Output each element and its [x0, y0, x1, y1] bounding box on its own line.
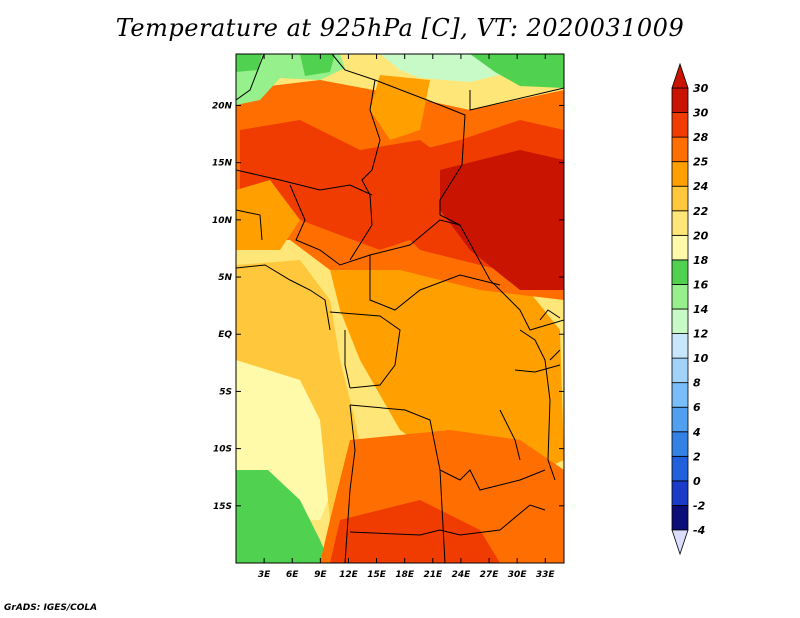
longitude-axis: 3E 6E 9E 12E 15E 18E 21E 24E 27E 30E 33E — [258, 54, 556, 580]
grads-credit: GrADS: IGES/COLA — [4, 603, 98, 613]
colorbar-swatch — [671, 505, 689, 531]
colorbar-swatch — [671, 308, 689, 334]
colorbar-label: -2 — [693, 499, 706, 512]
colorbar-label: 14 — [693, 303, 708, 316]
lon-tick-label: 27E — [480, 570, 500, 580]
lat-tick-label: 15N — [212, 159, 233, 169]
lat-tick-label: EQ — [218, 330, 232, 340]
lat-tick-label: 20N — [212, 101, 233, 111]
colorbar-label: 20 — [693, 229, 709, 242]
colorbar-label: 6 — [693, 401, 701, 414]
map-frame — [235, 53, 565, 564]
colorbar-label: 8 — [693, 377, 701, 390]
colorbar-swatch — [671, 333, 689, 359]
colorbar-label: 10 — [693, 352, 709, 365]
colorbar-label-max: 30 — [693, 82, 709, 95]
lat-tick-label: 10S — [213, 445, 232, 455]
lon-tick-label: 24E — [452, 570, 472, 580]
colorbar-swatch — [671, 161, 689, 187]
colorbar-label: 22 — [693, 205, 709, 218]
colorbar-label: 12 — [693, 328, 709, 341]
colorbar-label: 16 — [693, 278, 709, 291]
colorbar-swatch — [671, 234, 689, 261]
lon-tick-label: 30E — [508, 570, 528, 580]
colorbar-upper-arrow — [671, 62, 689, 89]
colorbar-swatch — [671, 406, 689, 433]
lon-tick-label: 15E — [367, 570, 387, 580]
lat-tick-label: 15S — [213, 502, 232, 512]
lon-tick-label: 6E — [286, 570, 299, 580]
colorbar-label: 2 — [693, 450, 701, 463]
colorbar-label: 25 — [693, 156, 709, 169]
colorbar-swatch — [671, 284, 689, 310]
colorbar-swatch — [671, 357, 689, 384]
lon-tick-label: 3E — [258, 570, 271, 580]
colorbar-label: 0 — [693, 475, 701, 488]
lon-tick-label: 33E — [536, 570, 556, 580]
colorbar-label: 24 — [693, 180, 708, 193]
colorbar-swatch — [671, 259, 689, 285]
colorbar-label: 30 — [693, 107, 709, 120]
colorbar-lower-arrow — [671, 529, 689, 556]
colorbar-swatch — [671, 136, 689, 163]
colorbar-swatch — [671, 431, 689, 457]
temperature-field — [236, 54, 564, 563]
colorbar-swatch — [671, 382, 689, 408]
colorbar-swatch — [671, 480, 689, 506]
lon-tick-label: 9E — [314, 570, 327, 580]
colorbar-swatch — [671, 185, 689, 212]
colorbar-swatch — [671, 112, 689, 138]
lon-tick-label: 18E — [395, 570, 415, 580]
colorbar-label: 28 — [693, 131, 709, 144]
lat-tick-label: 5S — [219, 387, 232, 397]
colorbar-swatch — [671, 210, 689, 236]
colorbar-label: 4 — [692, 426, 701, 439]
colorbar-swatch — [671, 455, 689, 482]
chart-title: Temperature at 925hPa [C], VT: 202003100… — [115, 14, 685, 42]
latitude-axis: 20N 15N 10N 5N EQ 5S 10S 15S — [212, 101, 564, 512]
colorbar-label: 18 — [693, 254, 709, 267]
lon-tick-label: 12E — [339, 570, 359, 580]
lat-tick-label: 5N — [218, 273, 232, 283]
lat-tick-label: 10N — [212, 216, 233, 226]
lon-tick-label: 21E — [423, 570, 443, 580]
colorbar-label: -4 — [693, 524, 705, 537]
country-borders — [236, 54, 564, 563]
colorbar-swatch — [671, 87, 689, 113]
